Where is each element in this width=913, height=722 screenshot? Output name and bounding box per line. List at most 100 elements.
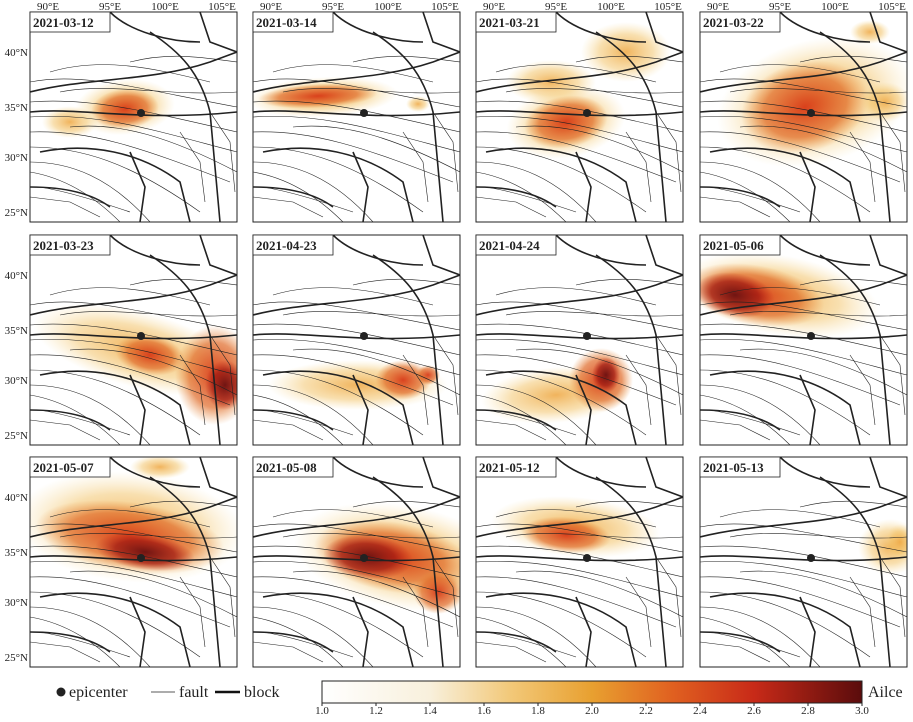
- anomaly-area: [258, 83, 378, 109]
- panel-date: 2021-03-23: [33, 238, 94, 253]
- date-box: [252, 11, 334, 33]
- panel-border: [475, 456, 684, 668]
- date-box: [699, 11, 781, 33]
- epicenter: [807, 109, 815, 117]
- anomaly-area: [406, 96, 430, 112]
- epicenter: [583, 332, 591, 340]
- lat-label: 40°N: [5, 492, 28, 504]
- panel-border: [252, 456, 461, 668]
- panel-border: [475, 11, 684, 223]
- date-box: [699, 456, 781, 478]
- panel-background: [253, 12, 460, 222]
- anomaly-area: [581, 22, 671, 82]
- anomaly-area: [375, 360, 431, 400]
- date-box: [252, 456, 334, 478]
- colorbar-label: Ailce: [868, 684, 903, 701]
- epicenter: [360, 109, 368, 117]
- date-box: [475, 456, 557, 478]
- panel-date: 2021-04-24: [479, 238, 540, 253]
- epicenter: [137, 332, 145, 340]
- epicenter: [137, 554, 145, 562]
- panel-border: [252, 234, 461, 446]
- lat-label: 30°N: [5, 152, 28, 164]
- date-box: [475, 11, 557, 33]
- legend: epicenter fault block Ailce: [56, 680, 903, 704]
- map-panel: [476, 235, 683, 445]
- anomaly-area: [850, 20, 890, 44]
- lon-label: 100°E: [151, 1, 179, 13]
- panel-border: [29, 11, 238, 223]
- panel-border: [29, 456, 238, 668]
- panel-background: [253, 235, 460, 445]
- panel-date: 2021-03-14: [256, 15, 317, 30]
- map-panel: [30, 235, 237, 445]
- legend-block: block: [244, 684, 280, 701]
- panel-border: [475, 234, 684, 446]
- colorbar-tick-label: 2.6: [747, 705, 761, 717]
- anomaly-area: [91, 88, 159, 130]
- lon-label: 90°E: [260, 1, 282, 13]
- date-box: [699, 234, 781, 256]
- colorbar-tick-label: 2.8: [801, 705, 815, 717]
- date-box: [29, 11, 111, 33]
- lon-label: 95°E: [545, 1, 567, 13]
- map-panel: [700, 235, 907, 445]
- lat-label: 25°N: [5, 652, 28, 664]
- colorbar-tick-label: 1.4: [423, 705, 437, 717]
- lat-label: 25°N: [5, 207, 28, 219]
- lat-label: 35°N: [5, 325, 28, 337]
- epicenter: [583, 109, 591, 117]
- panel-border: [699, 456, 908, 668]
- panel-date: 2021-03-22: [703, 15, 764, 30]
- epicenter: [807, 554, 815, 562]
- lon-label: 100°E: [597, 1, 625, 13]
- anomaly-area: [205, 360, 237, 410]
- date-box: [29, 234, 111, 256]
- colorbar-tick-label: 2.4: [693, 705, 707, 717]
- panel-date: 2021-04-23: [256, 238, 317, 253]
- lon-label: 90°E: [483, 1, 505, 13]
- panel-border: [29, 234, 238, 446]
- map-panel: [476, 12, 683, 222]
- anomaly-area: [741, 60, 869, 154]
- lon-label: 105°E: [878, 1, 906, 13]
- panel-date: 2021-03-12: [33, 15, 94, 30]
- lon-label: 95°E: [322, 1, 344, 13]
- map-panel: [30, 457, 237, 667]
- colorbar-tick-label: 2.2: [639, 705, 653, 717]
- anomaly-area: [592, 357, 620, 393]
- panel-date: 2021-05-12: [479, 460, 540, 475]
- colorbar-tick-label: 2.0: [585, 705, 599, 717]
- lat-label: 35°N: [5, 547, 28, 559]
- panel-background: [476, 457, 683, 667]
- colorbar-tick-label: 1.0: [315, 705, 329, 717]
- panel-date: 2021-03-21: [479, 15, 540, 30]
- anomaly-area: [416, 365, 440, 385]
- colorbar-tick-label: 1.2: [369, 705, 383, 717]
- legend-epicenter: epicenter: [69, 684, 128, 701]
- colorbar-tick-label: 1.8: [531, 705, 545, 717]
- map-panel: [253, 457, 460, 667]
- panel-date: 2021-05-13: [703, 460, 764, 475]
- epicenter: [360, 554, 368, 562]
- colorbar: [321, 680, 863, 704]
- panel-border: [252, 11, 461, 223]
- lat-label: 30°N: [5, 375, 28, 387]
- map-panel: [253, 12, 460, 222]
- lat-label: 25°N: [5, 430, 28, 442]
- map-panel: [253, 235, 460, 445]
- panel-border: [699, 11, 908, 223]
- colorbar-tick-label: 1.6: [477, 705, 491, 717]
- epicenter: [807, 332, 815, 340]
- date-box: [252, 234, 334, 256]
- panel-date: 2021-05-06: [703, 238, 764, 253]
- map-panel: [700, 457, 907, 667]
- lon-label: 90°E: [707, 1, 729, 13]
- lon-label: 95°E: [99, 1, 121, 13]
- panel-date: 2021-05-08: [256, 460, 317, 475]
- date-box: [29, 456, 111, 478]
- panel-date: 2021-05-07: [33, 460, 94, 475]
- map-panel: [700, 12, 907, 222]
- lat-label: 35°N: [5, 102, 28, 114]
